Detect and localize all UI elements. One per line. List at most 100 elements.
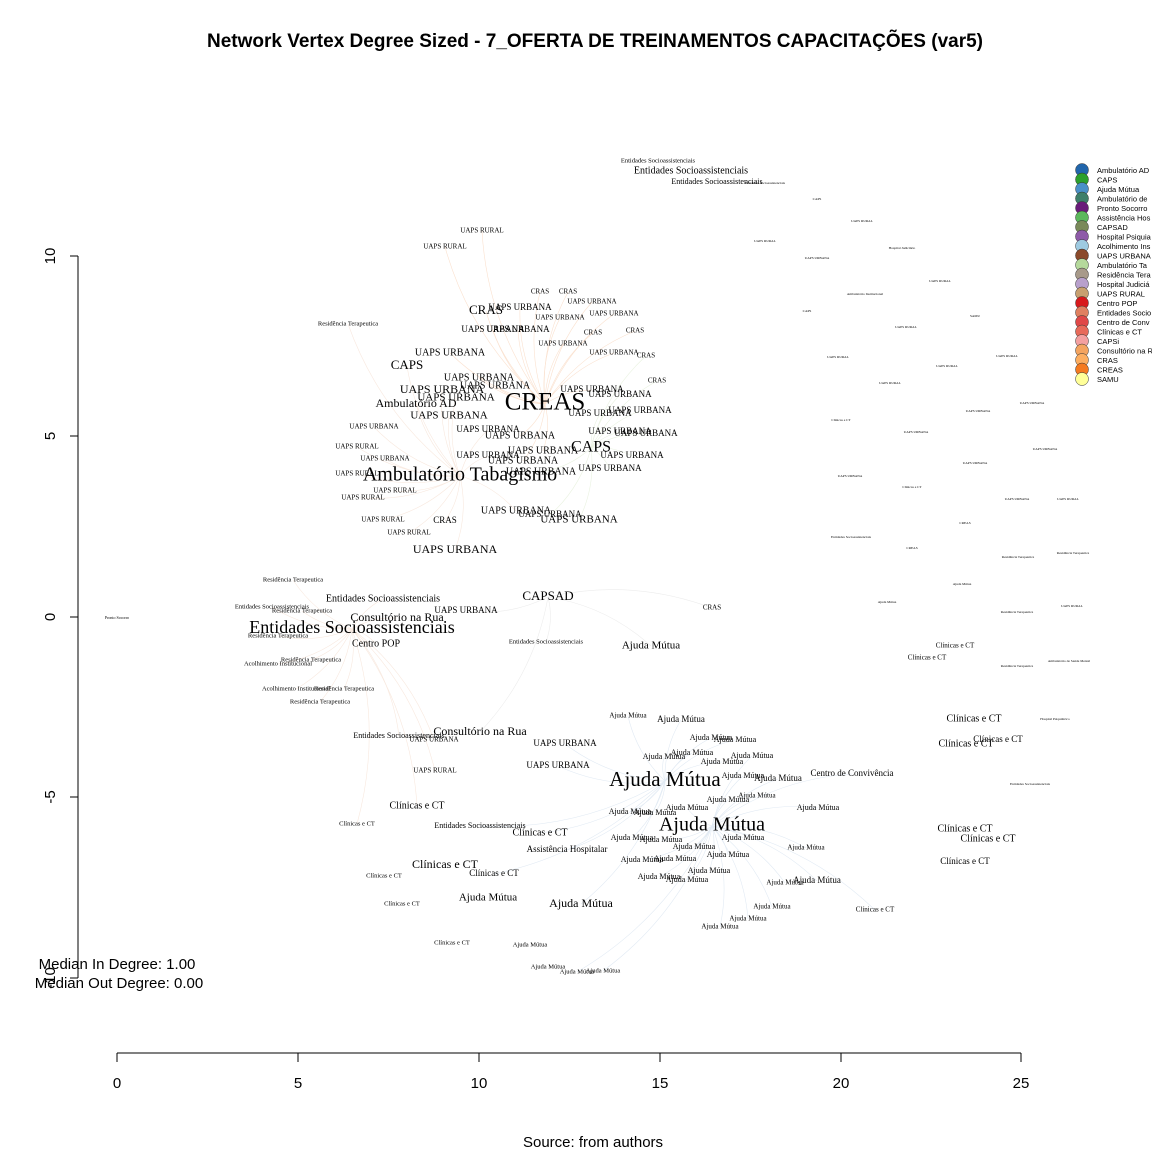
- network-node-label: UAPS URBANA: [486, 324, 550, 334]
- network-edge: [351, 617, 398, 630]
- network-node-label: Clínicas e CT: [856, 906, 895, 914]
- network-edge: [708, 825, 715, 872]
- network-node-label: UAPS URBANA: [409, 736, 458, 744]
- legend-label: Consultório na R: [1097, 347, 1152, 356]
- y-tick-label: 0: [42, 613, 59, 621]
- network-edge: [544, 330, 636, 405]
- network-node-label: UAPS URBANA: [508, 445, 579, 456]
- network-node-label: Hospital Judiciário: [889, 246, 916, 250]
- network-node-label: UAPS URBANA: [444, 372, 515, 383]
- network-edge: [277, 628, 353, 639]
- network-edge: [444, 475, 461, 522]
- network-edge: [448, 415, 461, 477]
- network-node-label: Ambulatório AD: [376, 396, 457, 410]
- network-node-label: UAPS RURAL: [936, 364, 958, 368]
- network-node-label: UAPS URBANA: [614, 428, 678, 438]
- legend-label: SAMU: [1097, 375, 1119, 384]
- network-node-label: Clínicas e CT: [936, 642, 975, 650]
- network-node-label: Residência Terapeutica: [1057, 551, 1090, 555]
- network-edge: [549, 447, 592, 516]
- x-tick-label: 0: [113, 1075, 121, 1092]
- network-edge: [542, 403, 548, 452]
- network-node-label: Ajuda Mútua: [666, 875, 709, 884]
- network-node-label: CAPS: [813, 197, 822, 201]
- network-node-label: CRAS: [626, 327, 644, 335]
- legend-label: Ambulatório AD: [1097, 166, 1150, 175]
- network-edge: [544, 313, 615, 405]
- network-node-label: Ambulatório Tabagismo: [363, 464, 557, 486]
- network-edge: [494, 385, 546, 405]
- legend-label: Assistência Hos: [1097, 214, 1151, 223]
- legend-label: Clínicas e CT: [1097, 328, 1142, 337]
- network-node-label: Residência Terapeutica: [272, 607, 332, 614]
- network-node-label: Ajuda Mútua: [586, 967, 621, 974]
- network-edge: [319, 628, 353, 703]
- network-node-label: UAPS URBANA: [589, 349, 638, 357]
- legend-label: CAPSAD: [1097, 223, 1128, 232]
- network-edge: [451, 397, 461, 477]
- network-node-label: Ajuda Mútua: [634, 808, 677, 817]
- network-node-label: Hospital Psiquiátrico: [1040, 717, 1070, 721]
- network-node-label: Ajuda Mútua: [640, 835, 683, 844]
- network-node-label: UAPS URBANA: [608, 405, 672, 415]
- network-node-label: Clínicas e CT: [973, 734, 1023, 744]
- network-node-label: Ajuda Mútua: [513, 941, 548, 948]
- network-node-label: CAPS: [391, 357, 424, 372]
- network-node-label: Entidades Socioassistenciais: [249, 617, 454, 637]
- network-node-label: Clínicas e CT: [339, 820, 375, 827]
- network-node-label: CAPS: [571, 439, 611, 456]
- network-edge: [711, 825, 876, 911]
- network-edge: [544, 332, 594, 405]
- network-node-label: Ajuda Mútua: [609, 767, 721, 791]
- network-node-label: UAPS URBANA: [535, 314, 584, 322]
- network-node-label: Ajuda Mútua: [549, 896, 613, 910]
- network-node-label: Ajuda Mútua: [459, 892, 517, 904]
- network-node-label: Residência Terapeutica: [248, 632, 308, 639]
- network-node-label: UAPS URBANA: [533, 738, 597, 748]
- network-node-label: Ajuda Mútua: [659, 814, 765, 836]
- network-edge: [629, 780, 666, 813]
- network-edge: [459, 475, 517, 512]
- network-node-label: Ajuda Mútua: [707, 795, 750, 804]
- network-node-label: UAPS URBANA: [589, 310, 638, 318]
- network-node-label: UAPS URBANA: [360, 455, 409, 463]
- network-node-label: SAMU: [970, 314, 981, 318]
- network-node-label: Entidades Socioassistenciais: [831, 535, 872, 539]
- network-node-label: Entidades Socioassistenciais: [634, 165, 748, 176]
- network-edge: [590, 447, 633, 457]
- network-edge: [543, 291, 569, 405]
- network-node-label: UAPS RURAL: [1061, 604, 1083, 608]
- network-edge: [519, 307, 546, 405]
- y-tick-label: 5: [42, 432, 59, 440]
- network-edge: [660, 825, 713, 841]
- median-in-degree: Median In Degree: 1.00: [39, 956, 196, 973]
- network-node-label: Centro de Convivência: [811, 768, 894, 778]
- network-node-label: Ajuda Mútua: [878, 600, 897, 604]
- network-node-label: UAPS RURAL: [879, 381, 901, 385]
- network-node-label: CREAS: [906, 546, 917, 550]
- y-axis: [70, 255, 79, 979]
- network-node-label: Residência Terapeutica: [290, 698, 350, 705]
- network-edge: [351, 628, 370, 825]
- network-node-label: Entidades Socioassistenciais: [235, 603, 310, 610]
- network-node-label: Entidades Socioassistenciais: [621, 157, 696, 164]
- network-node-label: UAPS RURAL: [335, 443, 378, 451]
- network-edge: [362, 475, 461, 499]
- network-edge: [590, 431, 621, 449]
- network-node-label: UAPS URBANA: [485, 430, 556, 441]
- network-edge: [310, 628, 353, 661]
- network-edge: [590, 355, 647, 449]
- network-edge: [578, 447, 593, 521]
- network-edge: [449, 352, 546, 405]
- network-edge: [658, 825, 713, 878]
- network-node-label: Pronto Socorro: [105, 615, 129, 620]
- network-node-label: Ajuda Mútua: [654, 854, 697, 863]
- network-node-label: UAPS RURAL: [423, 243, 466, 251]
- network-node-label: UAPS RURAL: [895, 325, 917, 329]
- network-node-label: CRAS: [703, 604, 721, 612]
- network-node-label: UAPS RURAL: [929, 279, 951, 283]
- network-edge: [654, 780, 666, 814]
- x-tick-label: 25: [1013, 1075, 1030, 1092]
- network-node-label: CREAS: [505, 389, 586, 416]
- legend-label: UAPS URBANA: [1097, 252, 1151, 261]
